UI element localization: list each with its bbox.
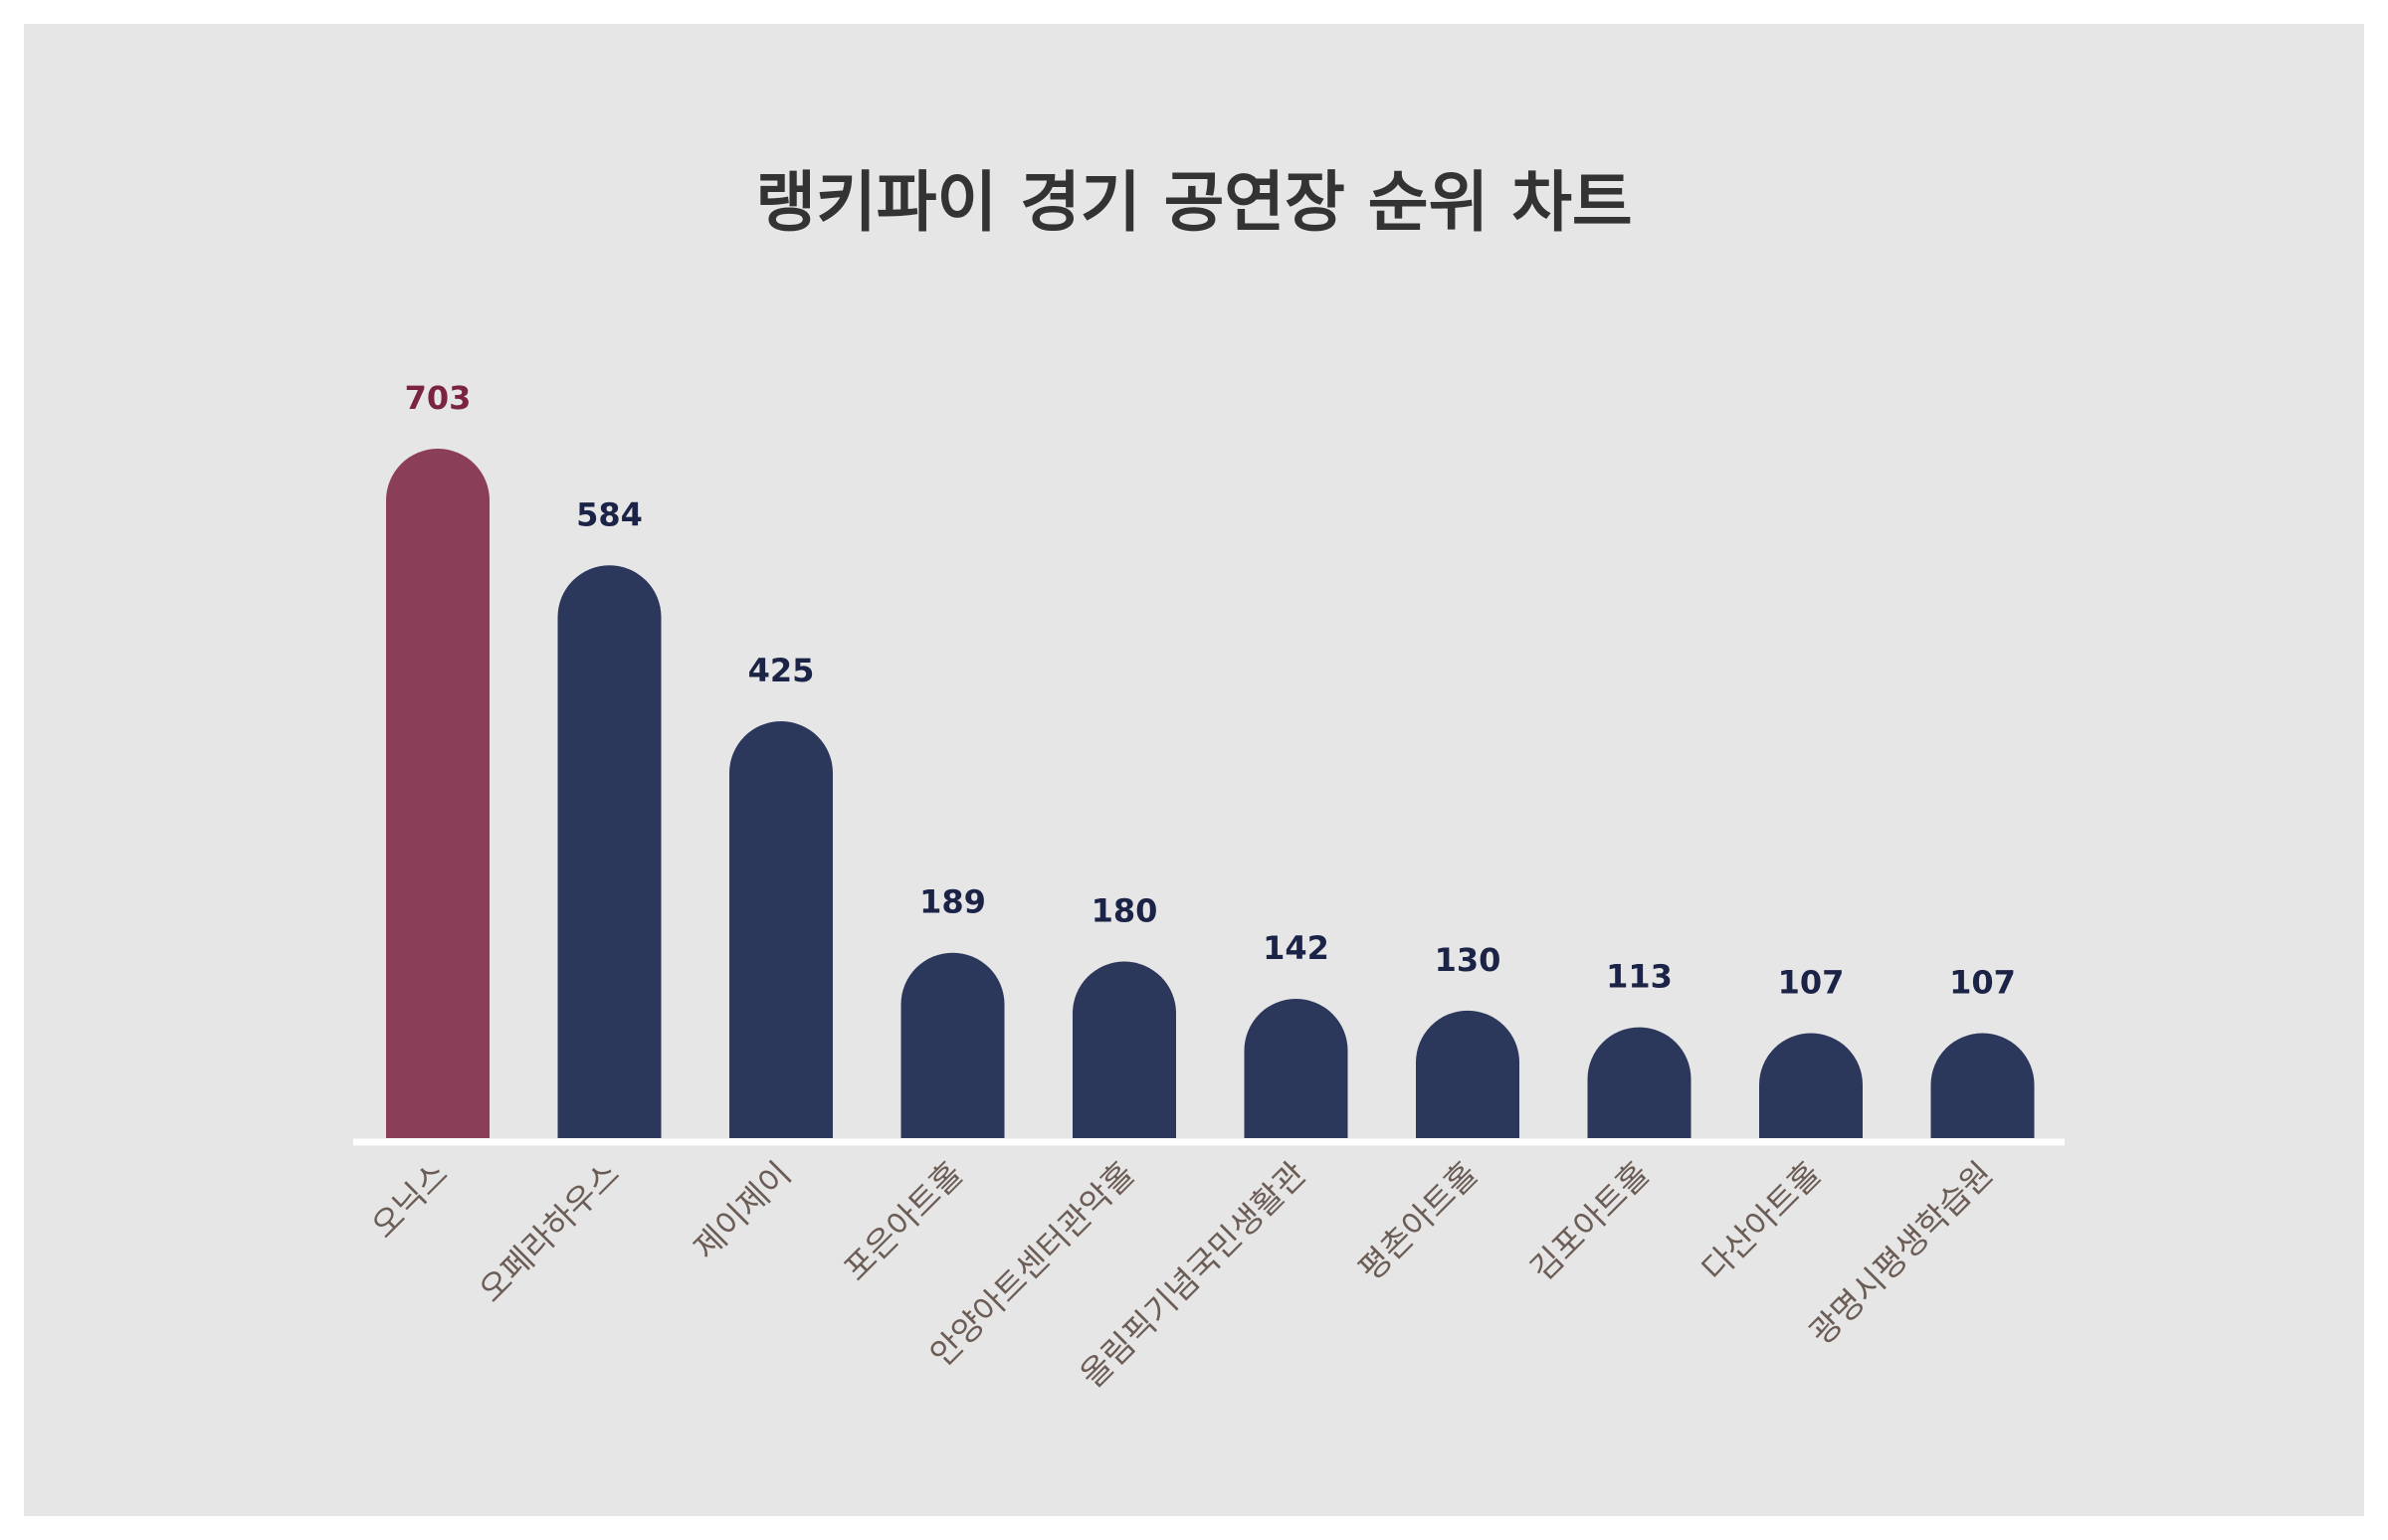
value-label-2: 584	[576, 495, 643, 533]
tick-label-8: 김포아트홀	[1522, 1154, 1657, 1288]
bar-3	[729, 721, 833, 1138]
tick-label-10: 광명시평생학습원	[1802, 1154, 2000, 1352]
bar-6	[1244, 999, 1348, 1138]
value-label-9: 107	[1778, 964, 1845, 1002]
value-label-8: 113	[1606, 958, 1673, 996]
value-label-4: 189	[919, 883, 986, 921]
value-label-10: 107	[1949, 964, 2016, 1002]
tick-label-1: 오닉스	[364, 1154, 456, 1246]
bar-7	[1416, 1010, 1519, 1138]
value-label-3: 425	[748, 652, 815, 689]
bar-8	[1587, 1027, 1692, 1138]
value-label-7: 130	[1435, 941, 1501, 979]
tick-label-4: 포은아트홀	[836, 1154, 970, 1288]
value-labels-group: 703 584 425 189 180 142 130 113 107 107	[405, 379, 2016, 1002]
bar-5	[1073, 961, 1176, 1138]
chart-title: 랭키파이 경기 공연장 순위 차트	[755, 164, 1633, 241]
bar-9	[1759, 1033, 1863, 1138]
bar-2	[557, 565, 662, 1138]
value-label-6: 142	[1263, 929, 1329, 967]
value-label-1: 703	[405, 379, 472, 417]
bar-1	[386, 449, 490, 1138]
bars-group	[386, 449, 2035, 1138]
tick-label-3: 제이제이	[686, 1154, 798, 1266]
bar-4	[900, 952, 1005, 1138]
value-label-5: 180	[1092, 892, 1158, 930]
bar-10	[1930, 1033, 2035, 1138]
tick-label-9: 다산아트홀	[1694, 1154, 1829, 1288]
tick-label-2: 오페라하우스	[472, 1154, 627, 1309]
tick-label-7: 평촌아트홀	[1351, 1154, 1486, 1288]
